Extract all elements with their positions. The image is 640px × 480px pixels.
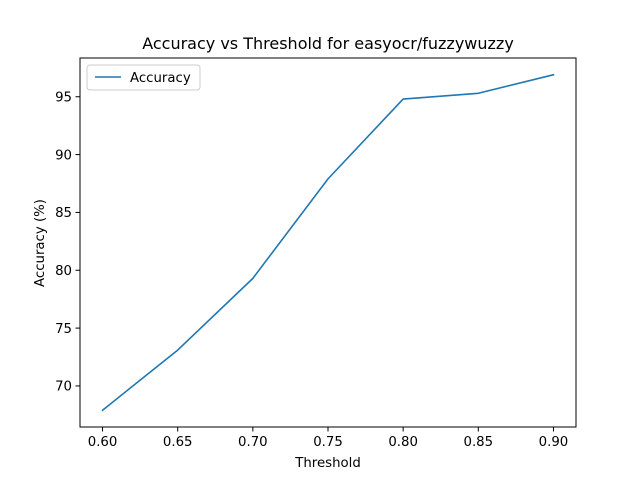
x-tick-label: 0.85 xyxy=(463,435,493,450)
y-tick-label: 90 xyxy=(55,148,72,163)
y-axis-label: Accuracy (%) xyxy=(33,199,48,287)
x-axis-label: Threshold xyxy=(294,456,361,471)
chart-title: Accuracy vs Threshold for easyocr/fuzzyw… xyxy=(142,34,514,53)
y-axis-ticks: 70 75 80 85 90 95 xyxy=(55,91,80,395)
y-tick-label: 70 xyxy=(55,380,72,395)
series-line-accuracy xyxy=(101,73,555,412)
x-tick-label: 0.75 xyxy=(313,435,343,450)
y-tick-label: 75 xyxy=(55,322,72,337)
x-tick-label: 0.90 xyxy=(539,435,569,450)
legend: Accuracy xyxy=(86,64,201,91)
y-tick-label: 95 xyxy=(55,91,72,106)
y-tick-label: 80 xyxy=(55,264,72,279)
x-axis-ticks: 0.60 0.65 0.70 0.75 0.80 0.85 0.90 xyxy=(88,427,569,450)
x-tick-label: 0.80 xyxy=(388,435,418,450)
x-tick-label: 0.70 xyxy=(238,435,268,450)
legend-box xyxy=(86,64,201,91)
series-layer xyxy=(101,73,555,412)
legend-label: Accuracy xyxy=(130,71,191,86)
x-tick-label: 0.65 xyxy=(163,435,193,450)
x-tick-label: 0.60 xyxy=(88,435,118,450)
y-tick-label: 85 xyxy=(55,206,72,221)
